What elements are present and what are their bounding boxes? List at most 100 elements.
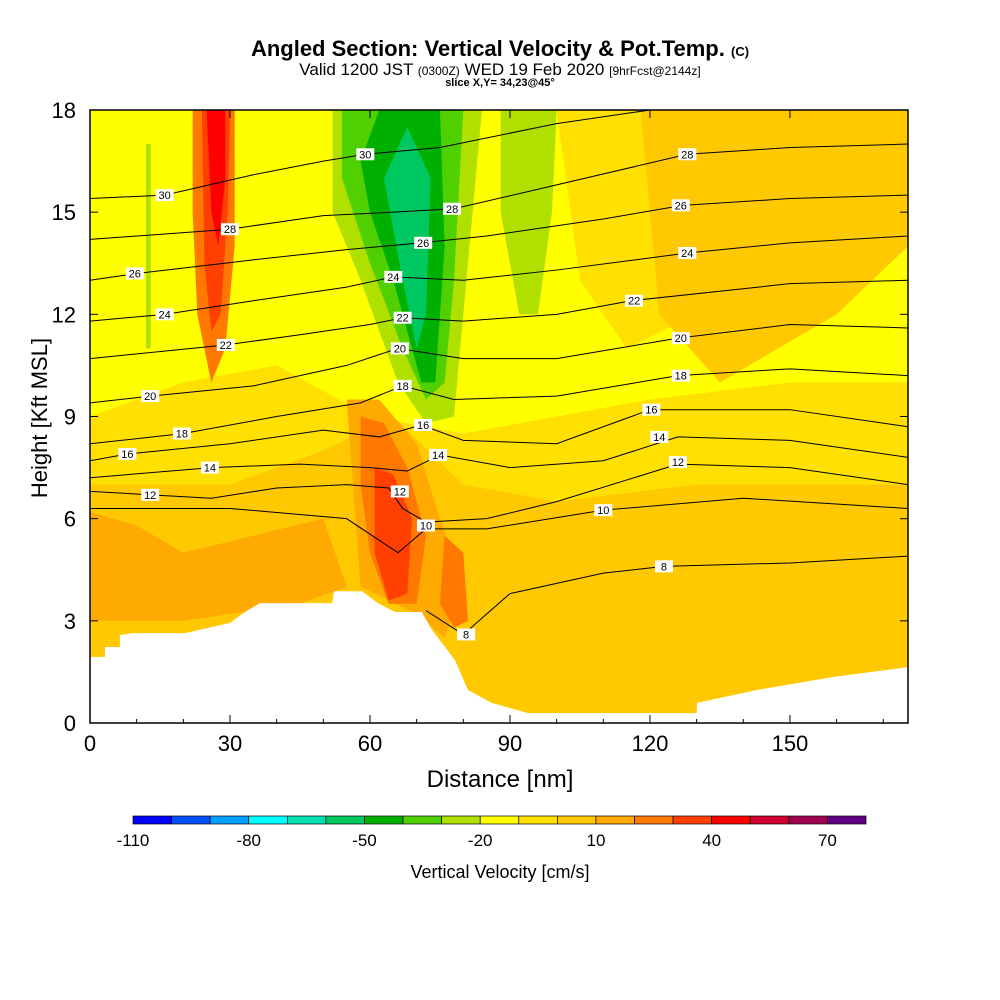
isentrope-label-bg	[200, 461, 219, 474]
x-tick-label: 30	[218, 731, 242, 756]
colorbar-bin	[286, 815, 327, 825]
isentrope-label: 12	[394, 486, 406, 498]
isentrope-label-bg	[393, 379, 412, 392]
isentrope-label: 16	[417, 420, 429, 432]
isentrope-label-bg	[118, 447, 137, 460]
utc-time: (0300Z)	[417, 64, 460, 78]
colorbar-bin	[479, 815, 520, 825]
colorbar-bin	[132, 815, 172, 825]
isentrope-label: 10	[420, 520, 432, 532]
shaded-region-4	[90, 511, 347, 621]
colorbar-bin	[364, 815, 404, 825]
shaded-region-11	[206, 110, 226, 247]
isentrope-label-bg	[668, 456, 687, 469]
terrain	[90, 591, 908, 723]
colorbar-bin	[595, 815, 635, 825]
isentrope-label: 14	[653, 432, 665, 444]
isentrope-label: 28	[224, 224, 236, 236]
isentrope-label: 18	[397, 381, 409, 393]
valid-time: Valid 1200 JST	[299, 60, 414, 79]
chart-subtitle: Valid 1200 JST (0300Z) WED 19 Feb 2020 […	[0, 60, 1000, 80]
isentrope-label-bg	[625, 294, 644, 307]
x-tick-label: 150	[772, 731, 809, 756]
isentrope-label-bg	[141, 488, 160, 501]
isentrope-label: 26	[129, 268, 141, 280]
isentrope-label: 24	[387, 272, 399, 284]
isentrope-label: 18	[675, 371, 687, 383]
title-unit: (C)	[731, 44, 750, 59]
colorbar-tick-label: 70	[818, 831, 837, 850]
shaded-region-17	[145, 144, 151, 349]
isentrope-label: 24	[159, 309, 171, 321]
isentrope-label-bg	[457, 628, 476, 641]
isentrope-label: 22	[397, 313, 409, 325]
colorbar-bin	[672, 815, 713, 825]
isentrope-label: 16	[645, 405, 657, 417]
isentrope-label-bg	[384, 270, 403, 283]
isentrope-label-bg	[671, 369, 690, 382]
isentrope-label-bg	[416, 519, 435, 532]
colorbar-bin	[171, 815, 211, 825]
isentrope-label-bg	[172, 427, 191, 440]
isentrope-label-bg	[155, 308, 174, 321]
slice-info: slice X,Y= 34,23@45°	[445, 77, 555, 89]
isentrope-label: 22	[628, 296, 640, 308]
colorbar-bin	[402, 815, 442, 825]
isentrope-label-bg	[125, 267, 144, 280]
isentrope-label-bg	[642, 403, 661, 416]
colorbar-bin	[518, 815, 558, 825]
isentrope-label-bg	[671, 199, 690, 212]
isentrope-label-bg	[390, 342, 409, 355]
isentrope-label: 28	[681, 149, 693, 161]
colorbar-tick-label: -80	[236, 831, 261, 850]
isentrope-label-bg	[443, 202, 462, 215]
isentrope-22	[90, 279, 908, 360]
isentrope-24	[90, 235, 908, 322]
isentrope-label-bg	[414, 236, 433, 249]
isentrope-label-bg	[141, 390, 160, 403]
isentrope-label: 26	[675, 200, 687, 212]
colorbar-bin	[557, 815, 597, 825]
isentrope-30	[90, 110, 651, 200]
shaded-region-8	[374, 467, 412, 601]
chart-title: Angled Section: Vertical Velocity & Pot.…	[0, 36, 1000, 62]
isentrope-label: 20	[675, 333, 687, 345]
x-tick-label: 120	[632, 731, 669, 756]
forecast-info: [9hrFcst@2144z]	[609, 64, 701, 78]
isentrope-label: 20	[394, 343, 406, 355]
isentrope-label: 30	[159, 190, 171, 202]
isentrope-20	[90, 324, 908, 404]
x-tick-label: 60	[358, 731, 382, 756]
y-tick-label: 0	[64, 711, 76, 736]
colorbar-bin	[209, 815, 250, 825]
isentrope-label: 20	[144, 391, 156, 403]
isentrope-18	[90, 368, 908, 445]
x-tick-label: 0	[84, 731, 96, 756]
colorbar-tick-label: -20	[468, 831, 493, 850]
colorbar-bin	[711, 815, 751, 825]
isentrope-label-bg	[654, 560, 673, 573]
colorbar-tick-label: -50	[352, 831, 377, 850]
isentrope-label-bg	[414, 419, 433, 432]
isentrope-label: 30	[359, 149, 371, 161]
y-tick-label: 12	[52, 302, 76, 327]
colorbar-bin	[788, 815, 828, 825]
isentrope-label-bg	[429, 448, 448, 461]
isentrope-label-bg	[678, 148, 697, 161]
isentrope-label-bg	[594, 504, 613, 517]
title-text: Angled Section: Vertical Velocity & Pot.…	[250, 36, 725, 61]
isentrope-label: 10	[597, 505, 609, 517]
isentrope-label-bg	[390, 485, 409, 498]
isentrope-label-bg	[220, 223, 239, 236]
isentrope-label-bg	[671, 332, 690, 345]
isentrope-label-bg	[155, 189, 174, 202]
shaded-region-16	[500, 110, 557, 315]
isentrope-label: 24	[681, 248, 693, 260]
x-axis-label: Distance [nm]	[426, 766, 574, 793]
isentrope-label-bg	[393, 311, 412, 324]
y-tick-label: 9	[64, 405, 76, 430]
isentrope-label-bg	[356, 148, 375, 161]
y-tick-label: 3	[64, 609, 76, 634]
